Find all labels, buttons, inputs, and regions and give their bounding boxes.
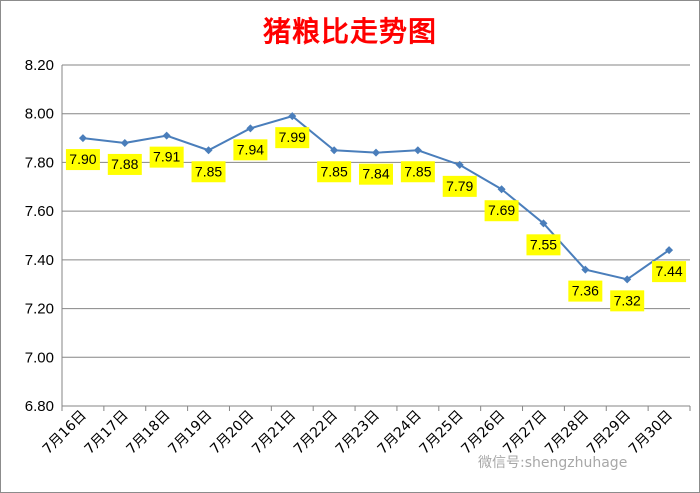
data-point <box>246 124 255 133</box>
data-label: 7.32 <box>614 292 641 308</box>
series-line <box>82 115 670 281</box>
x-tick-label: 7月24日 <box>375 408 425 458</box>
data-label-bg <box>191 161 226 183</box>
data-label-bg <box>149 146 184 168</box>
data-point <box>120 138 129 147</box>
data-label: 7.88 <box>111 156 138 172</box>
x-tick-label: 7月16日 <box>40 408 90 458</box>
x-tick-label: 7月27日 <box>500 408 550 458</box>
data-label: 7.69 <box>488 202 515 218</box>
data-label-bg <box>65 149 100 171</box>
y-tick-label: 6.80 <box>25 398 54 415</box>
data-point <box>413 146 422 155</box>
x-tick-label: 7月25日 <box>417 408 467 458</box>
x-tick-label: 7月29日 <box>584 408 634 458</box>
x-tick-label: 7月22日 <box>291 408 341 458</box>
data-label-bg <box>275 127 310 149</box>
data-label: 7.94 <box>237 141 264 157</box>
x-tick-label: 7月17日 <box>82 408 132 458</box>
data-point <box>623 275 632 284</box>
data-point <box>665 246 674 255</box>
data-label-bg <box>652 261 687 283</box>
y-tick-label: 7.60 <box>25 203 54 220</box>
data-point <box>288 112 297 121</box>
data-label-bg <box>233 139 268 161</box>
data-point <box>497 185 506 194</box>
y-tick-label: 7.00 <box>25 349 54 366</box>
data-label: 7.79 <box>446 178 473 194</box>
data-point <box>539 219 548 228</box>
data-point <box>204 146 213 155</box>
x-tick-label: 7月21日 <box>249 408 299 458</box>
y-tick-label: 7.20 <box>25 301 54 318</box>
data-point <box>330 146 339 155</box>
x-tick-label: 7月28日 <box>542 408 592 458</box>
data-label-bg <box>526 234 561 256</box>
data-label: 7.91 <box>153 149 180 165</box>
data-label: 7.85 <box>404 163 431 179</box>
data-label-bg <box>610 290 645 312</box>
chart-title: 猪粮比走势图 <box>262 15 437 48</box>
x-tick-label: 7月18日 <box>123 408 173 458</box>
y-tick-label: 8.00 <box>25 106 54 123</box>
data-label: 7.90 <box>69 151 96 167</box>
data-label-bg <box>484 200 519 222</box>
watermark: 微信号:shengzhuhage <box>478 455 628 471</box>
y-tick-label: 8.20 <box>25 57 54 74</box>
x-tick-label: 7月20日 <box>207 408 257 458</box>
y-tick-label: 7.80 <box>25 154 54 171</box>
x-tick-label: 7月19日 <box>165 408 215 458</box>
data-label-bg <box>442 175 477 197</box>
data-label: 7.44 <box>655 263 682 279</box>
data-label-bg <box>359 163 393 185</box>
data-label: 7.85 <box>195 163 222 179</box>
y-tick-label: 7.40 <box>25 252 54 269</box>
data-point <box>78 134 87 143</box>
data-point <box>455 160 464 169</box>
data-label-bg <box>568 280 603 302</box>
data-point <box>162 131 171 140</box>
data-label: 7.99 <box>279 129 306 145</box>
x-tick-label: 7月30日 <box>626 408 676 458</box>
data-label: 7.36 <box>572 283 599 299</box>
data-label: 7.85 <box>321 163 348 179</box>
x-tick-label: 7月23日 <box>333 408 383 458</box>
data-point <box>581 265 590 274</box>
data-label: 7.55 <box>530 236 557 252</box>
data-point <box>372 148 380 157</box>
data-label: 7.84 <box>362 166 389 182</box>
data-label-bg <box>317 161 352 183</box>
data-label-bg <box>107 153 142 175</box>
data-label-bg <box>400 161 435 183</box>
x-tick-label: 7月26日 <box>458 408 508 458</box>
